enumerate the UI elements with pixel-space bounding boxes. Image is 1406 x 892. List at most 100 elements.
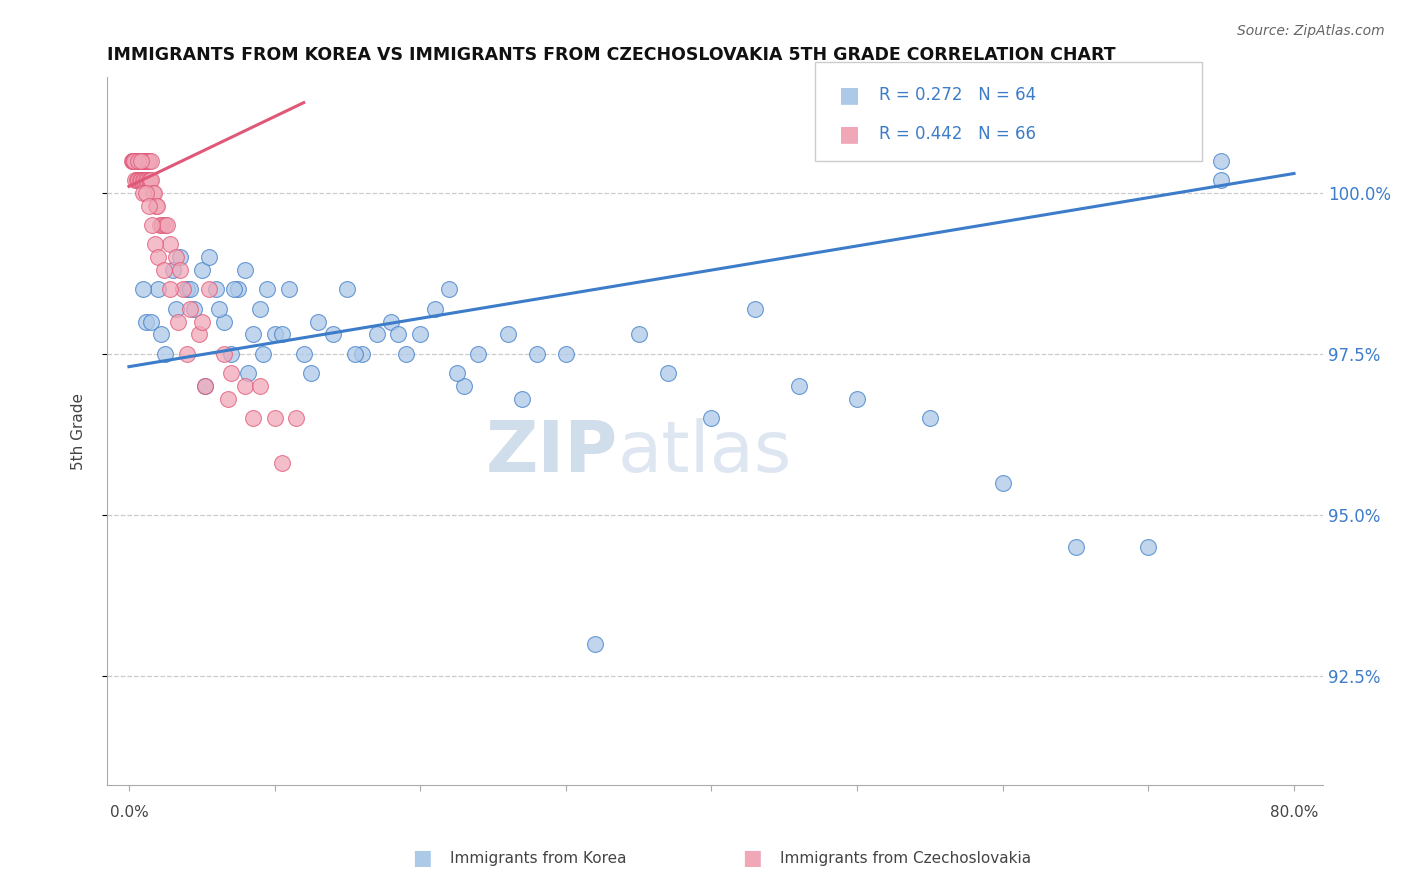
Point	[423, 301, 446, 316]
Point	[129, 153, 152, 168]
Text: R = 0.442   N = 66: R = 0.442 N = 66	[879, 125, 1036, 143]
Point	[135, 186, 157, 200]
Y-axis label: 5th Grade: 5th Grade	[72, 392, 86, 469]
Point	[132, 153, 155, 168]
Point	[143, 237, 166, 252]
Point	[129, 173, 152, 187]
Point	[132, 173, 155, 187]
Point	[135, 153, 157, 168]
Point	[263, 327, 285, 342]
Text: Source: ZipAtlas.com: Source: ZipAtlas.com	[1237, 24, 1385, 38]
Point	[165, 301, 187, 316]
Point	[256, 282, 278, 296]
Point	[242, 327, 264, 342]
Point	[744, 301, 766, 316]
Point	[132, 186, 155, 200]
Point	[172, 282, 194, 296]
Point	[219, 347, 242, 361]
Point	[453, 379, 475, 393]
Point	[148, 218, 170, 232]
Point	[143, 186, 166, 200]
Point	[128, 173, 150, 187]
Point	[142, 186, 165, 200]
Point	[141, 173, 163, 187]
Point	[198, 250, 221, 264]
Text: atlas: atlas	[617, 417, 792, 487]
Point	[198, 282, 221, 296]
Text: IMMIGRANTS FROM KOREA VS IMMIGRANTS FROM CZECHOSLOVAKIA 5TH GRADE CORRELATION CH: IMMIGRANTS FROM KOREA VS IMMIGRANTS FROM…	[107, 46, 1116, 64]
Point	[212, 347, 235, 361]
Point	[270, 456, 292, 470]
Point	[146, 250, 169, 264]
Point	[183, 301, 205, 316]
Point	[125, 153, 148, 168]
Point	[134, 173, 156, 187]
Point	[132, 282, 155, 296]
Point	[124, 153, 146, 168]
Point	[205, 282, 228, 296]
Point	[991, 475, 1014, 490]
Text: ZIP: ZIP	[485, 417, 617, 487]
Point	[1064, 540, 1087, 554]
Point	[138, 199, 160, 213]
Point	[366, 327, 388, 342]
Point	[194, 379, 217, 393]
Point	[496, 327, 519, 342]
Point	[278, 282, 301, 296]
Point	[1211, 153, 1233, 168]
Text: ■: ■	[412, 848, 432, 868]
Point	[128, 153, 150, 168]
Point	[510, 392, 533, 406]
Point	[134, 153, 156, 168]
Point	[136, 173, 159, 187]
Point	[138, 153, 160, 168]
Point	[217, 392, 239, 406]
Point	[846, 392, 869, 406]
Point	[141, 218, 163, 232]
Point	[242, 411, 264, 425]
Text: ■: ■	[742, 848, 762, 868]
Point	[153, 263, 176, 277]
Point	[125, 173, 148, 187]
Point	[350, 347, 373, 361]
Point	[139, 173, 162, 187]
Point	[127, 173, 149, 187]
Point	[918, 411, 941, 425]
Point	[343, 347, 366, 361]
Point	[467, 347, 489, 361]
Point	[169, 263, 191, 277]
Point	[146, 282, 169, 296]
Point	[263, 411, 285, 425]
Point	[235, 263, 257, 277]
Point	[446, 366, 468, 380]
Point	[249, 379, 271, 393]
Point	[208, 301, 231, 316]
Point	[409, 327, 432, 342]
Point	[336, 282, 359, 296]
Point	[554, 347, 576, 361]
Point	[149, 327, 172, 342]
Point	[159, 282, 181, 296]
Point	[155, 347, 177, 361]
Point	[1137, 540, 1160, 554]
Point	[159, 237, 181, 252]
Point	[1211, 173, 1233, 187]
Point	[138, 173, 160, 187]
Text: 80.0%: 80.0%	[1270, 805, 1319, 820]
Point	[700, 411, 723, 425]
Point	[238, 366, 260, 380]
Point	[194, 379, 217, 393]
Point	[131, 153, 153, 168]
Point	[136, 153, 159, 168]
Text: ■: ■	[839, 124, 860, 144]
Point	[139, 153, 162, 168]
Point	[190, 315, 212, 329]
Point	[292, 347, 315, 361]
Point	[165, 250, 187, 264]
Point	[162, 263, 184, 277]
Point	[179, 282, 201, 296]
Point	[235, 379, 257, 393]
Point	[145, 199, 167, 213]
Point	[657, 366, 679, 380]
Point	[322, 327, 344, 342]
